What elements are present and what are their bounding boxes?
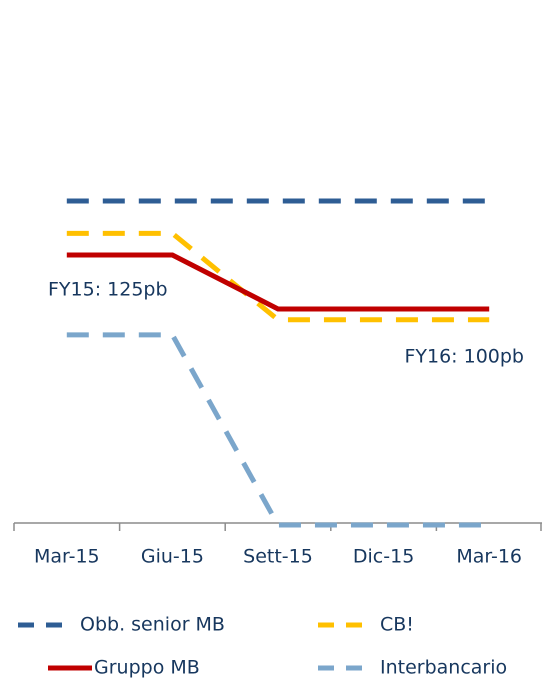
annotation: FY15: 125pb [48,279,168,301]
legend-label: Gruppo MB [94,657,200,679]
x-tick-label: Sett-15 [243,546,313,568]
legend-label: Interbancario [380,657,507,679]
legend-label: Obb. senior MB [80,614,225,636]
x-tick-label: Mar-16 [456,546,522,568]
series-line [66,252,490,312]
legend-label: CB! [380,614,414,636]
x-tick-label: Giu-15 [141,546,204,568]
annotation: FY16: 100pb [404,346,524,368]
x-tick-label: Dic-15 [353,546,414,568]
x-tick-label: Mar-15 [34,546,100,568]
